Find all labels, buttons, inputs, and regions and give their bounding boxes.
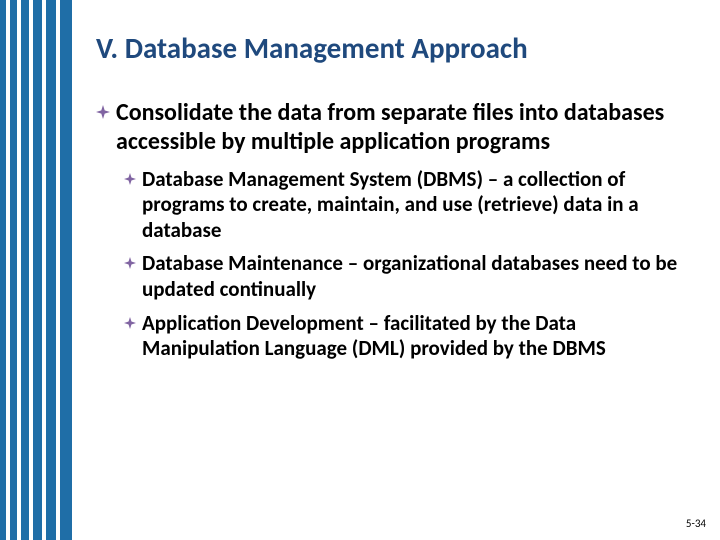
left-stripes [0,0,72,540]
bullet-sub: Database Management System (DBMS) – a co… [124,167,688,244]
page-number: 5-34 [686,517,706,530]
bullet-list: Consolidate the data from separate files… [96,98,688,362]
sub-bullet-list: Database Management System (DBMS) – a co… [124,167,688,362]
stripe [33,0,42,540]
bullet-text: Application Development – facilitated by… [142,311,688,362]
slide-content: V. Database Management Approach Consolid… [96,30,688,370]
bullet-text: Database Management System (DBMS) – a co… [142,167,688,244]
bullet-sub: Application Development – facilitated by… [124,311,688,362]
bullet-sub: Database Maintenance – organizational da… [124,251,688,302]
diamond-bullet-icon [124,257,136,269]
stripe [21,0,29,540]
diamond-bullet-icon [124,317,136,329]
diamond-bullet-icon [96,105,110,119]
stripe [46,0,56,540]
bullet-text: Database Maintenance – organizational da… [142,251,688,302]
bullet-text: Consolidate the data from separate files… [116,98,688,157]
diamond-bullet-icon [124,173,136,185]
stripe [60,0,72,540]
bullet-main: Consolidate the data from separate files… [96,98,688,157]
slide-title: V. Database Management Approach [96,30,688,66]
stripe [10,0,17,540]
